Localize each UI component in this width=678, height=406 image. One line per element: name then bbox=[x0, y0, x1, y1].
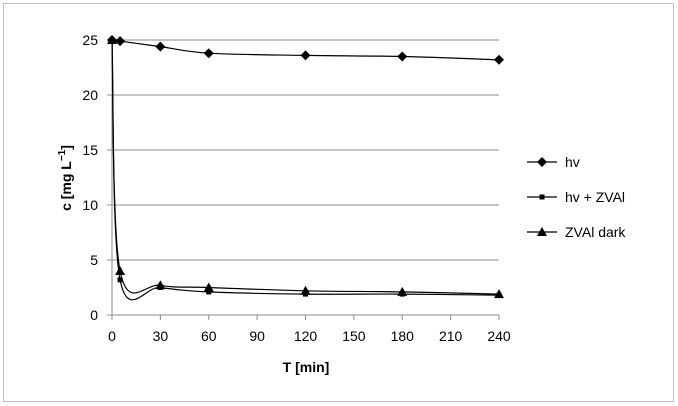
legend-marker-square bbox=[539, 194, 545, 200]
legend-label: hv bbox=[565, 154, 580, 170]
series-line bbox=[111, 39, 500, 301]
legend-entry: hv bbox=[527, 154, 580, 170]
x-tick-label: 0 bbox=[108, 328, 116, 344]
data-point-triangle bbox=[115, 266, 126, 275]
y-axis-title-superscript: −1 bbox=[57, 149, 68, 161]
x-tick-label: 210 bbox=[439, 328, 463, 344]
data-point-diamond bbox=[115, 36, 126, 47]
series-layer bbox=[107, 35, 504, 301]
y-tick-label: 5 bbox=[90, 252, 98, 268]
series-triangle bbox=[107, 35, 504, 299]
legend-entry: ZVAl dark bbox=[527, 224, 626, 240]
x-axis-title: T [min] bbox=[283, 359, 330, 375]
grid-layer bbox=[112, 39, 499, 261]
data-point-diamond bbox=[300, 50, 311, 61]
x-tick-label: 30 bbox=[153, 328, 169, 344]
data-point-triangle bbox=[397, 286, 408, 296]
series-diamond bbox=[107, 35, 504, 65]
y-tick-label: 0 bbox=[90, 307, 98, 323]
data-point-diamond bbox=[494, 54, 504, 65]
legend: hv hv + ZVAl ZVAl dark bbox=[527, 154, 626, 240]
data-point-square bbox=[117, 277, 123, 283]
data-point-diamond bbox=[155, 41, 166, 52]
data-point-diamond bbox=[397, 51, 408, 62]
legend-marker-triangle bbox=[537, 227, 547, 236]
data-point-triangle bbox=[494, 289, 504, 299]
legend-label: hv + ZVAl bbox=[565, 189, 625, 205]
data-point-triangle bbox=[300, 285, 311, 295]
data-point-diamond bbox=[203, 48, 214, 59]
x-tick-label: 240 bbox=[487, 328, 511, 344]
legend-marker-diamond bbox=[537, 157, 547, 167]
data-point-triangle bbox=[155, 280, 166, 290]
legend-label: ZVAl dark bbox=[565, 224, 626, 240]
data-point-square bbox=[206, 289, 212, 295]
y-tick-label: 15 bbox=[82, 142, 98, 158]
y-tick-label: 25 bbox=[82, 32, 98, 48]
y-tick-label: 20 bbox=[82, 87, 98, 103]
x-tick-label: 120 bbox=[294, 328, 318, 344]
y-axis-title: c [mg L−1] bbox=[57, 145, 74, 211]
y-axis-title-suffix: ] bbox=[58, 145, 74, 150]
x-tick-label: 180 bbox=[391, 328, 415, 344]
x-tick-label: 150 bbox=[342, 328, 366, 344]
data-point-triangle bbox=[107, 35, 117, 44]
series-line bbox=[111, 39, 500, 295]
x-tick-label: 90 bbox=[249, 328, 265, 344]
axis-layer: 0 5 10 15 20 25 0 30 60 90 120 150 180 210 240 bbox=[82, 32, 510, 344]
data-point-triangle bbox=[203, 282, 214, 292]
legend-entry: hv + ZVAl bbox=[527, 189, 625, 205]
x-tick-label: 60 bbox=[201, 328, 217, 344]
y-axis-title-main: c [mg L bbox=[58, 161, 74, 211]
y-tick-label: 10 bbox=[82, 197, 98, 213]
